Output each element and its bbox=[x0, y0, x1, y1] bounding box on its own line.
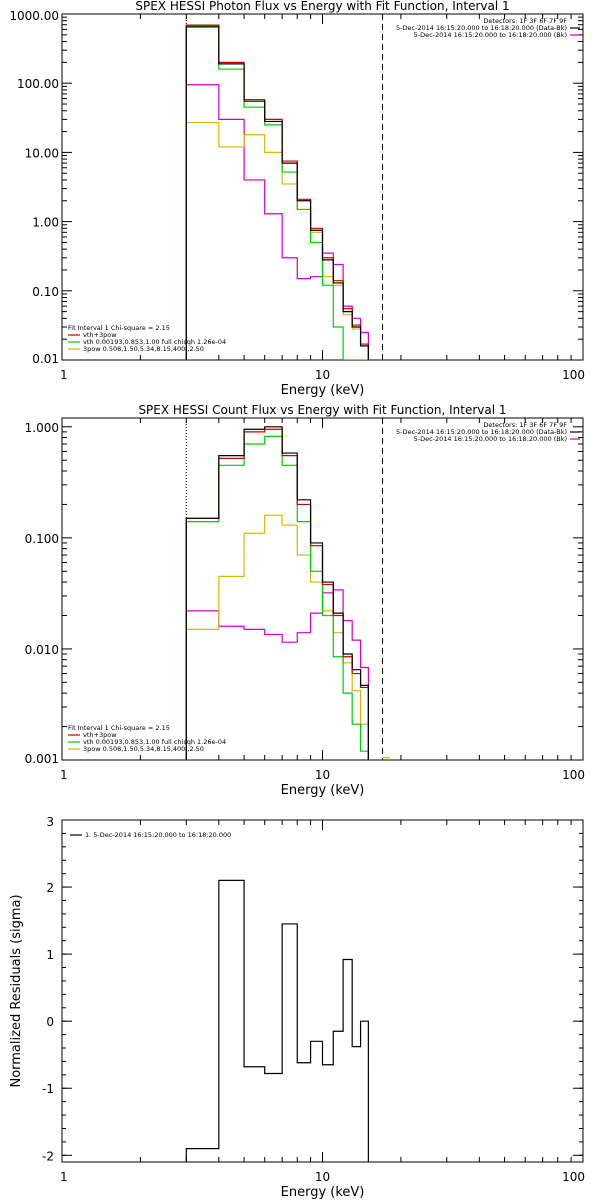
legend-entry: 5-Dec-2014 16:15:20.000 to 16:18:20.000 … bbox=[414, 31, 567, 39]
legend-entry: 3pow 0.508,1.50,5.34,8.15,400.,2.50 bbox=[83, 345, 204, 353]
x-axis-label: Energy (keV) bbox=[281, 383, 365, 398]
x-tick-label: 100 bbox=[562, 368, 585, 382]
x-tick-label: 10 bbox=[315, 768, 330, 782]
y-tick-label: 0.10 bbox=[32, 285, 59, 299]
y-tick-label: -2 bbox=[42, 1149, 54, 1163]
legend-entry: Detectors: 1F 3F 6F 7F 9F bbox=[483, 421, 567, 429]
y-axis-label: Normalized Residuals (sigma) bbox=[9, 894, 24, 1087]
legend-entry: vth 0.00193,0.853,1.00 full chisqh 1.26e… bbox=[83, 338, 226, 346]
x-tick-label: 1 bbox=[60, 768, 68, 782]
x-tick-label: 1 bbox=[60, 1170, 68, 1184]
y-tick-label: 1.000 bbox=[25, 421, 59, 435]
legend-entry: vth 0.00193,0.853,1.00 full chisqh 1.26e… bbox=[83, 738, 226, 746]
series-line-2 bbox=[185, 25, 369, 360]
plot-frame bbox=[61, 13, 584, 361]
series-line-2 bbox=[185, 435, 369, 760]
chart-1: SPEX HESSI Photon Flux vs Energy with Fi… bbox=[9, 0, 585, 398]
y-tick-label: 0.01 bbox=[32, 352, 59, 366]
legend-entry: 3pow 0.508,1.50,5.34,8.15,400.,2.50 bbox=[83, 745, 204, 753]
series-line-3 bbox=[185, 514, 369, 760]
legend-entry: vth+3pow bbox=[83, 331, 117, 339]
series-line-0 bbox=[185, 26, 369, 360]
legend-entry: Fit Interval 1 Chi-square = 2.15 bbox=[68, 724, 170, 732]
series-line-0 bbox=[185, 879, 369, 1162]
y-tick-label: 2 bbox=[46, 881, 54, 895]
y-tick-label: -1 bbox=[42, 1082, 54, 1096]
x-axis-label: Energy (keV) bbox=[281, 1185, 365, 1200]
series-line-4 bbox=[185, 589, 369, 760]
x-tick-label: 1 bbox=[60, 368, 68, 382]
legend-entry: 1. 5-Dec-2014 16:15:20.000 to 16:18:20.0… bbox=[85, 831, 231, 839]
legend-entry: 5-Dec-2014 16:15:20.000 to 16:18:20.000 … bbox=[414, 435, 567, 443]
x-tick-label: 10 bbox=[315, 1170, 330, 1184]
series-line-1 bbox=[185, 24, 369, 360]
y-tick-label: 0.001 bbox=[25, 752, 59, 766]
x-tick-label: 10 bbox=[315, 368, 330, 382]
y-tick-label: 0.010 bbox=[25, 643, 59, 657]
y-tick-label: 1 bbox=[46, 948, 54, 962]
legend-entry: Fit Interval 1 Chi-square = 2.15 bbox=[68, 324, 170, 332]
series-tail bbox=[382, 757, 390, 760]
series-line-3 bbox=[185, 121, 369, 360]
chart-title: SPEX HESSI Photon Flux vs Energy with Fi… bbox=[135, 0, 509, 13]
series-line-0 bbox=[185, 426, 369, 760]
plot-frame bbox=[61, 819, 584, 1163]
chart-title: SPEX HESSI Count Flux vs Energy with Fit… bbox=[138, 403, 506, 417]
legend-entry: 5-Dec-2014 16:15:20.000 to 16:18:20.000 … bbox=[396, 428, 567, 436]
y-tick-label: 100.00 bbox=[17, 77, 59, 91]
x-axis-label: Energy (keV) bbox=[281, 783, 365, 798]
legend-entry: vth+3pow bbox=[83, 731, 117, 739]
series-line-4 bbox=[185, 84, 369, 360]
y-tick-label: 1000.00 bbox=[9, 9, 59, 23]
legend-entry: Detectors: 1F 3F 6F 7F 9F bbox=[483, 17, 567, 25]
chart-2: SPEX HESSI Count Flux vs Energy with Fit… bbox=[25, 403, 585, 798]
y-tick-label: 0 bbox=[46, 1015, 54, 1029]
x-tick-label: 100 bbox=[562, 768, 585, 782]
y-tick-label: 0.100 bbox=[25, 532, 59, 546]
y-tick-label: 10.00 bbox=[25, 146, 59, 160]
legend-entry: 5-Dec-2014 16:15:20.000 to 16:18:20.000 … bbox=[396, 24, 567, 32]
series-line-1 bbox=[185, 428, 369, 760]
y-tick-label: 1.00 bbox=[32, 216, 59, 230]
y-tick-label: 3 bbox=[46, 815, 54, 829]
x-tick-label: 100 bbox=[562, 1170, 585, 1184]
